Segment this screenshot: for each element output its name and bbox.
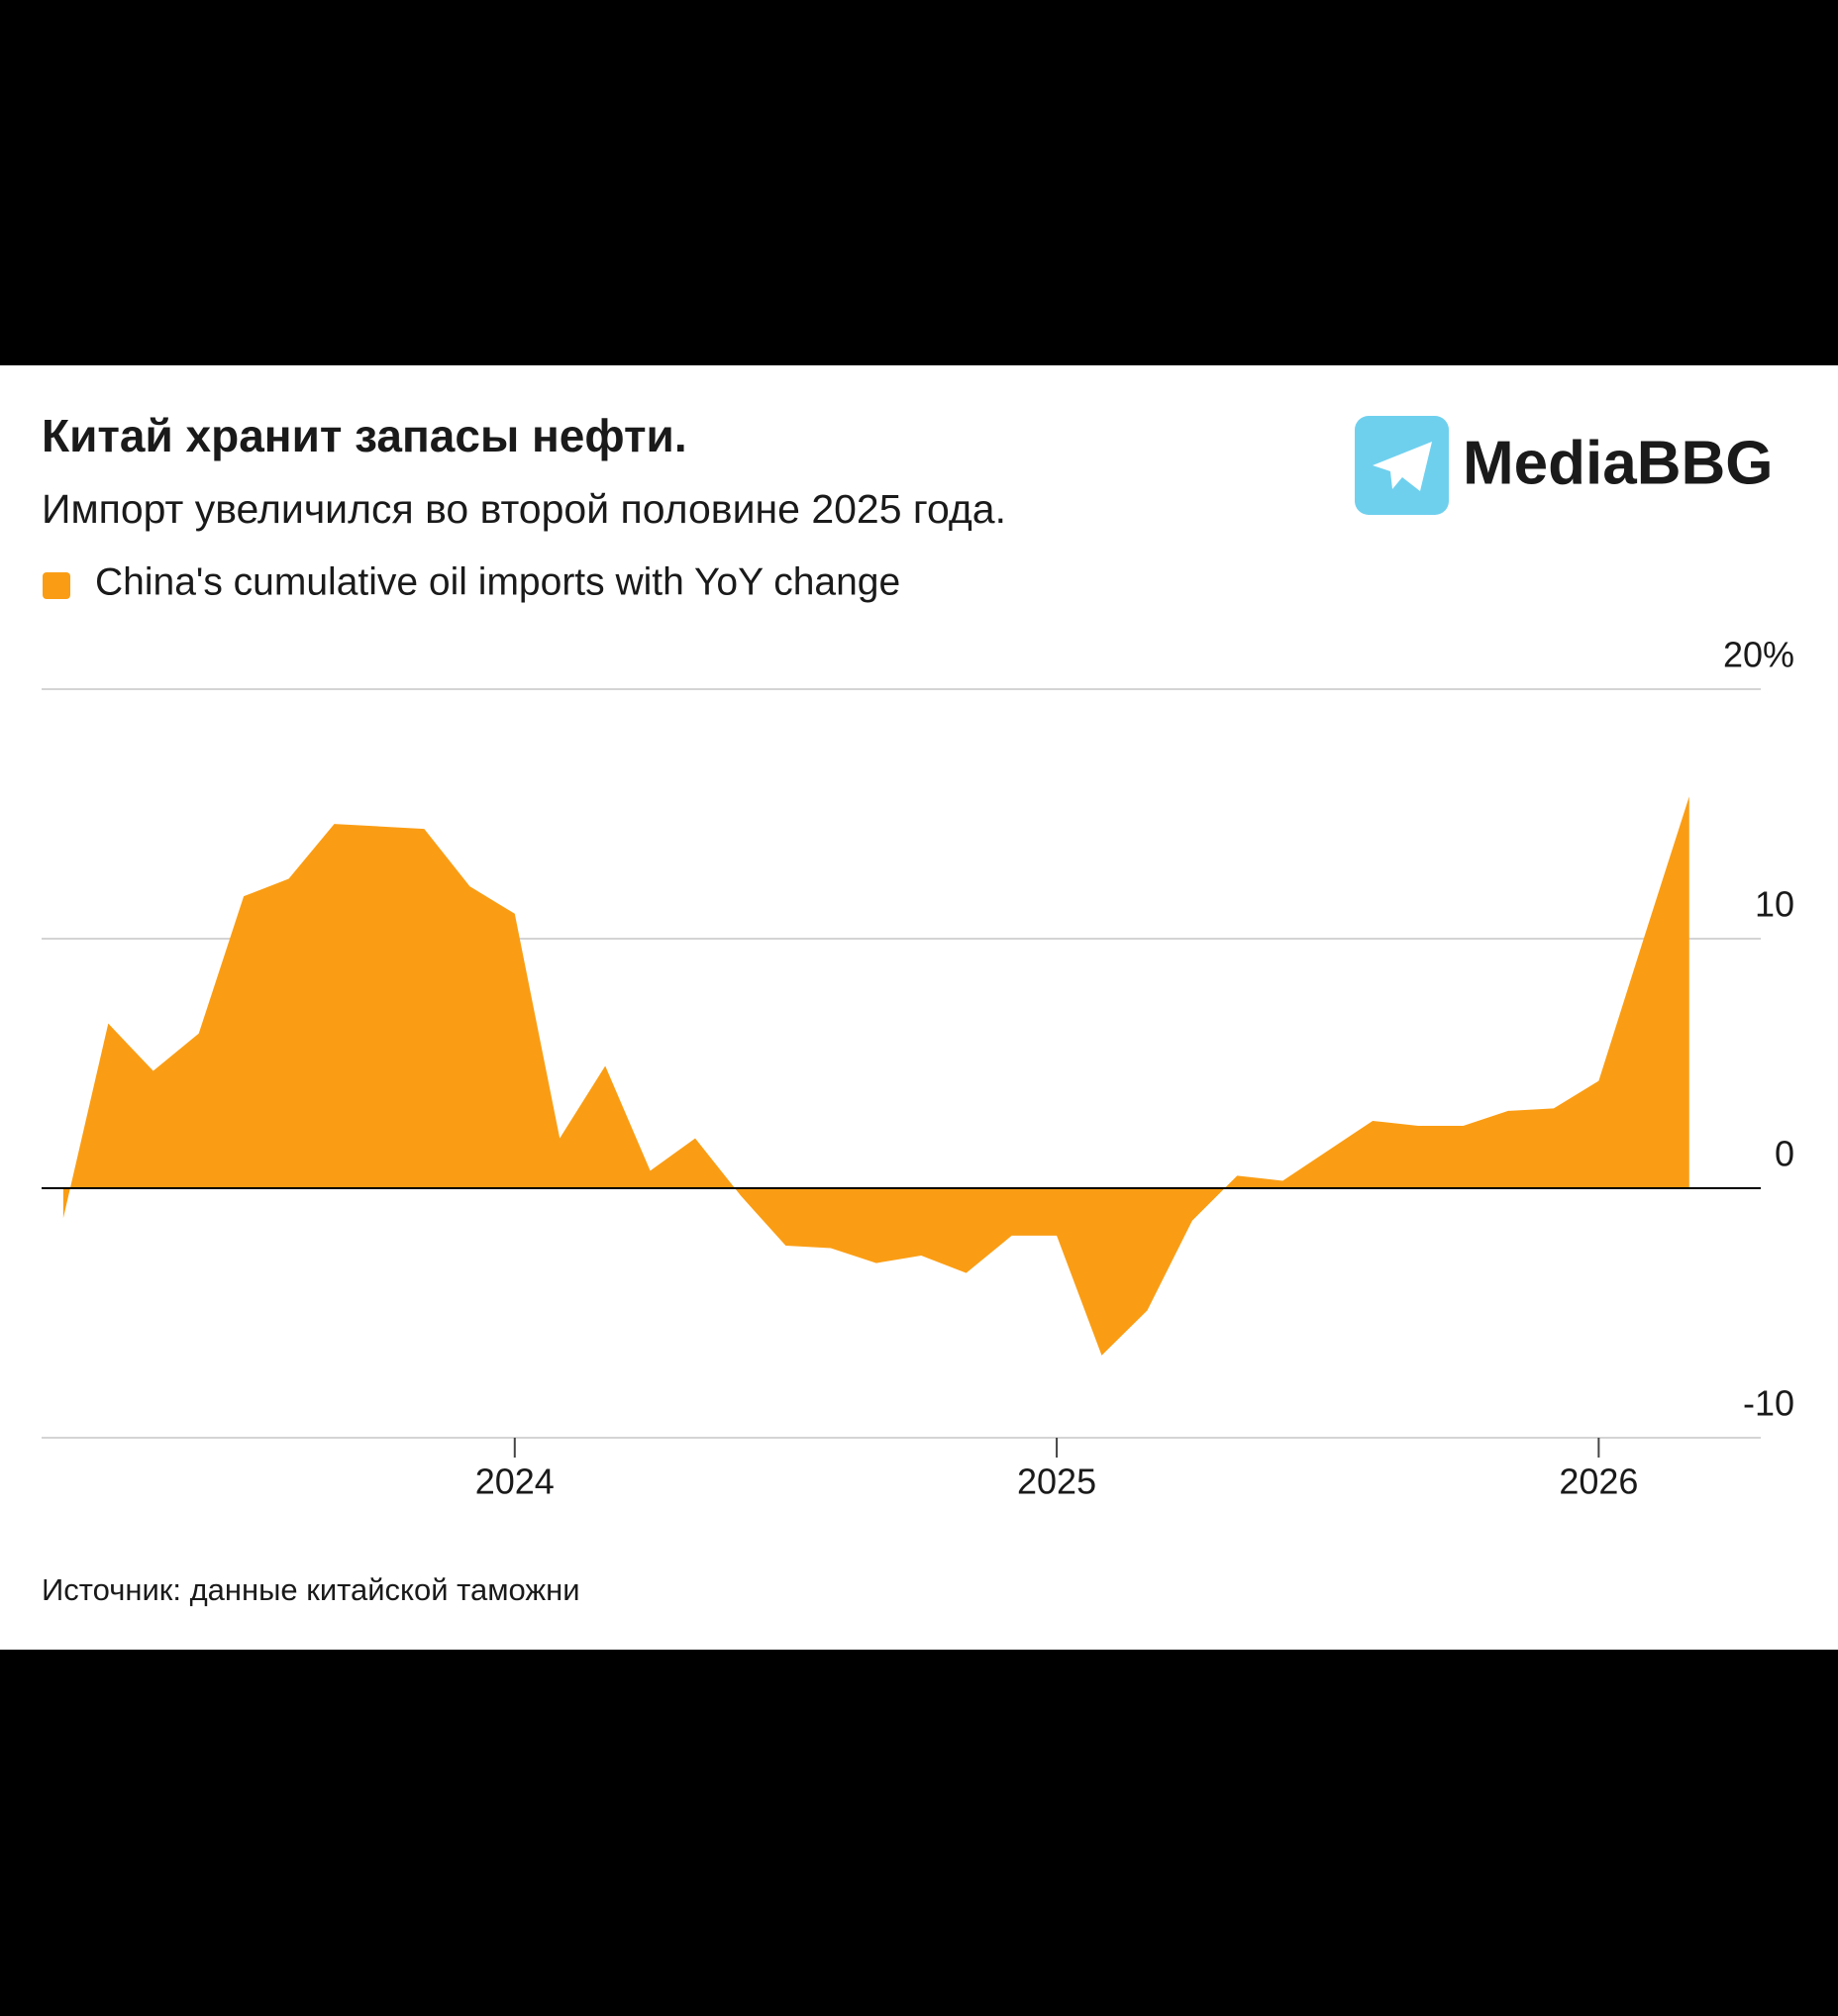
y-tick-label: 0 xyxy=(1775,1134,1794,1174)
watermark-text: MediaBBG xyxy=(1463,429,1773,497)
legend-swatch xyxy=(43,572,70,599)
x-tick-label: 2024 xyxy=(475,1462,555,1502)
x-tick-label: 2025 xyxy=(1017,1462,1096,1502)
chart-subtitle: Импорт увеличился во второй половине 202… xyxy=(42,486,1006,532)
y-tick-label: 20% xyxy=(1723,635,1794,675)
legend-label: China's cumulative oil imports with YoY … xyxy=(95,560,900,603)
source-note: Источник: данные китайской таможни xyxy=(42,1572,580,1607)
y-tick-label: 10 xyxy=(1755,884,1794,925)
watermark-plane xyxy=(1373,442,1432,491)
x-tick-label: 2026 xyxy=(1559,1462,1638,1502)
area xyxy=(62,796,1689,1356)
y-tick-label: -10 xyxy=(1743,1383,1794,1424)
chart-title: Китай хранит запасы нефти. xyxy=(42,410,687,461)
